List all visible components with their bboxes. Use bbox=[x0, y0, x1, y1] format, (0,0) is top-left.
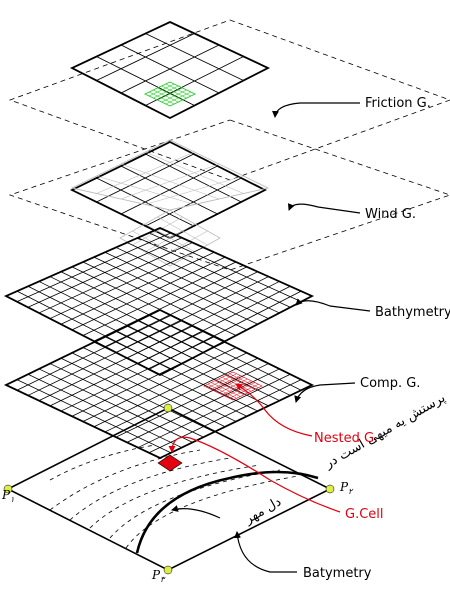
friction-grid-border bbox=[69, 21, 271, 120]
computational-grid-line bbox=[82, 347, 237, 422]
point-p2-label: P۲ bbox=[339, 480, 354, 496]
wind-faded-lower-border bbox=[119, 209, 221, 267]
friction-grid bbox=[69, 21, 271, 120]
computational-grid-line bbox=[27, 373, 182, 448]
computational-grid-line bbox=[16, 379, 172, 454]
friction-fine-grid bbox=[143, 81, 197, 107]
gcell-marker bbox=[157, 454, 183, 472]
batymetry-leader bbox=[234, 531, 297, 573]
bathymetry-grid-line bbox=[49, 276, 204, 353]
computational-grid-line bbox=[49, 363, 204, 438]
point-p1-marker bbox=[3, 484, 13, 494]
bathymetry-layer bbox=[3, 227, 315, 377]
friction-fine-grid-border bbox=[143, 81, 197, 107]
nested-grid-line bbox=[218, 378, 248, 394]
contour-lines bbox=[49, 444, 299, 549]
bathymetry-grid-line bbox=[104, 271, 258, 348]
base-layer bbox=[3, 403, 335, 575]
computational-grid-line bbox=[60, 357, 215, 433]
wind-layer bbox=[8, 119, 450, 271]
wind-faded-grid-line bbox=[96, 175, 195, 205]
friction-grid-line bbox=[120, 44, 220, 94]
point-p3-marker bbox=[163, 565, 173, 575]
nested-leader bbox=[235, 383, 313, 437]
gcell-leader bbox=[168, 436, 341, 513]
computational-grid-line bbox=[137, 373, 291, 448]
nested-grid-line bbox=[207, 384, 237, 399]
computational-grid-line bbox=[126, 368, 280, 443]
friction-label: Friction G. bbox=[365, 96, 431, 111]
wind-label: Wind G. bbox=[365, 207, 416, 222]
comp-leader bbox=[294, 382, 356, 403]
point-p3-label: P۳ bbox=[151, 568, 166, 584]
coastline-curve bbox=[135, 470, 319, 554]
wind-grid-line bbox=[120, 165, 218, 215]
computational-grid-line bbox=[38, 368, 193, 443]
computational-grid-line bbox=[148, 379, 302, 454]
wind-grid-line bbox=[96, 177, 194, 227]
computational-grid-line bbox=[71, 352, 226, 428]
friction-grid-line bbox=[96, 56, 195, 106]
bathymetry-label: Bathymetry bbox=[375, 305, 450, 320]
wind-leader bbox=[287, 203, 361, 214]
bathymetry-grid-line bbox=[82, 261, 237, 336]
computational-layer bbox=[3, 308, 315, 459]
nested-grid-patch bbox=[203, 371, 263, 401]
nested-grid-line bbox=[211, 382, 241, 397]
point-p2-marker bbox=[325, 484, 335, 494]
gcell-label: G.Cell bbox=[345, 507, 384, 522]
wind-extent-dashed bbox=[8, 119, 450, 271]
friction-leader bbox=[272, 102, 360, 118]
wind-faded-grid-line bbox=[145, 175, 244, 205]
bathymetry-grid-line bbox=[60, 271, 215, 348]
bathymetry-grid-line bbox=[115, 276, 269, 353]
nested-grid-line bbox=[229, 384, 259, 399]
bathymetry-grid-border bbox=[3, 227, 315, 377]
wind-faded-grid bbox=[70, 139, 270, 267]
computational-grid-border bbox=[3, 308, 315, 459]
computational-grid-line bbox=[115, 363, 269, 438]
computational-grid-line bbox=[104, 357, 258, 433]
wind-faded-lower-line bbox=[157, 230, 208, 260]
batymetry-label: Batymetry bbox=[303, 566, 372, 581]
curve-leader bbox=[171, 505, 221, 519]
computational-grid-line bbox=[93, 352, 248, 428]
friction-fine-grid-line bbox=[165, 91, 191, 105]
bathymetry-leader bbox=[295, 298, 371, 312]
nested-grid-border bbox=[203, 371, 263, 401]
nested-grid-line bbox=[214, 380, 244, 395]
wind-grid bbox=[69, 140, 267, 240]
comp-label: Comp. G. bbox=[360, 376, 420, 391]
wind-faded-grid-line bbox=[120, 163, 220, 200]
point-top bbox=[163, 403, 173, 413]
point-p1-label: P۱ bbox=[1, 488, 14, 504]
wind-faded-lower-line bbox=[144, 223, 196, 253]
nested-label: Nested G. bbox=[314, 431, 378, 446]
friction-grid-line bbox=[145, 56, 244, 106]
